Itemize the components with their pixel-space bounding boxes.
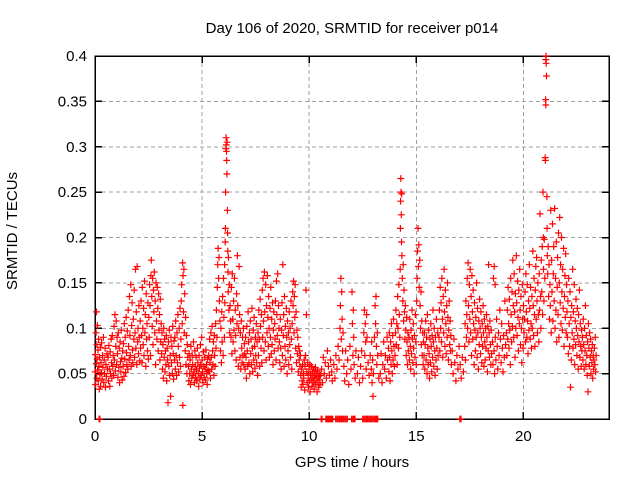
y-tick-label: 0.4 — [66, 48, 87, 65]
x-tick-label: 0 — [91, 428, 99, 445]
axis-ticks — [94, 55, 609, 420]
x-tick-label: 20 — [515, 428, 532, 445]
x-tick-label: 5 — [198, 428, 206, 445]
y-tick-label: 0 — [79, 411, 87, 428]
y-tick-label: 0.05 — [58, 366, 87, 383]
scatter-points — [91, 52, 600, 423]
x-axis-label: GPS time / hours — [294, 454, 410, 471]
x-tick-label: 15 — [408, 428, 425, 445]
y-tick-label: 0.2 — [66, 230, 87, 247]
y-tick-label: 0.1 — [66, 320, 87, 337]
y-tick-label: 0.25 — [58, 184, 87, 201]
y-tick-label: 0.15 — [58, 275, 87, 292]
y-tick-label: 0.35 — [58, 93, 87, 110]
chart-title: Day 106 of 2020, SRMTID for receiver p01… — [205, 20, 499, 37]
y-tick-label: 0.3 — [66, 139, 87, 156]
x-tick-label: 10 — [301, 428, 318, 445]
y-axis-label: SRMTID / TECUs — [4, 171, 21, 290]
